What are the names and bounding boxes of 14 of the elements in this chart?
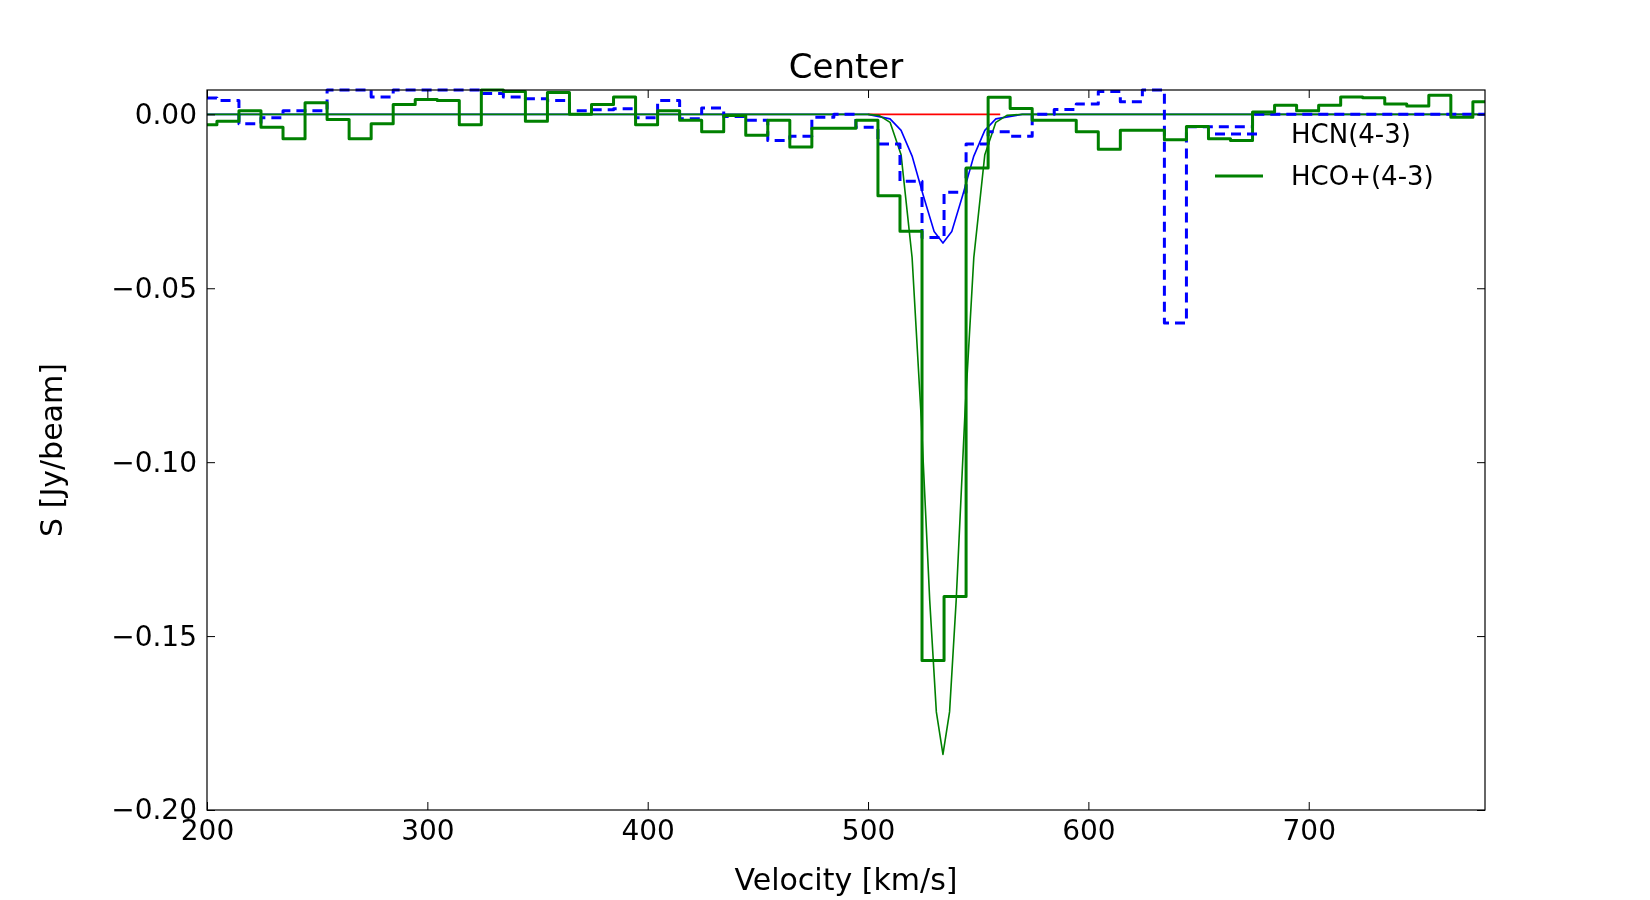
x-tick-label: 300 [401, 813, 455, 847]
y-tick-label: −0.05 [111, 271, 197, 305]
x-tick-label: 600 [1062, 813, 1116, 847]
x-tick-label: 500 [841, 813, 896, 847]
y-tick-label: −0.10 [111, 445, 197, 479]
legend-label: HCN(4-3) [1291, 119, 1411, 149]
legend-label: HCO+(4-3) [1291, 161, 1434, 191]
x-axis-title: Velocity [km/s] [734, 862, 958, 897]
y-tick-label: 0.00 [134, 97, 197, 131]
y-axis-title: S [Jy/beam] [34, 363, 69, 537]
y-tick-label: −0.15 [111, 619, 197, 653]
x-tick-label: 700 [1282, 813, 1336, 847]
chart-title: Center [788, 46, 904, 86]
x-tick-label: 400 [621, 813, 675, 847]
